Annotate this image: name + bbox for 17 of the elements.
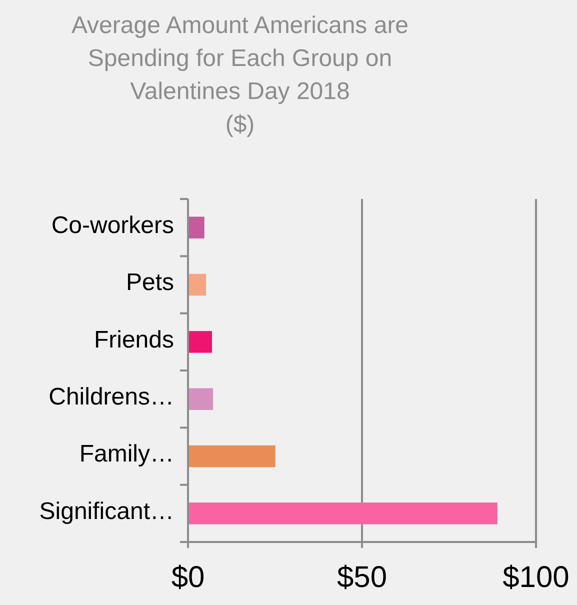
y-tick-label: Family…	[79, 440, 174, 468]
bar	[188, 331, 212, 353]
y-tick-label: Pets	[126, 269, 174, 296]
x-tick-label: $100	[502, 561, 570, 594]
y-tick-label: Co-workers	[51, 212, 174, 239]
bar	[188, 445, 276, 468]
chart-title: Average Amount Americans are Spending for Each Group on Valentines Day 2018	[71, 12, 409, 105]
bar	[188, 388, 214, 410]
bar	[188, 502, 498, 524]
y-tick-label: Friends	[94, 326, 174, 354]
bar	[188, 274, 206, 296]
bar	[188, 216, 204, 238]
y-tick-label: Significant…	[39, 498, 174, 525]
y-tick-label: Childrens…	[48, 383, 174, 410]
x-tick-label: $0	[171, 561, 205, 594]
chart-subtitle: ($)	[225, 111, 255, 138]
x-tick-label: $50	[336, 561, 388, 594]
